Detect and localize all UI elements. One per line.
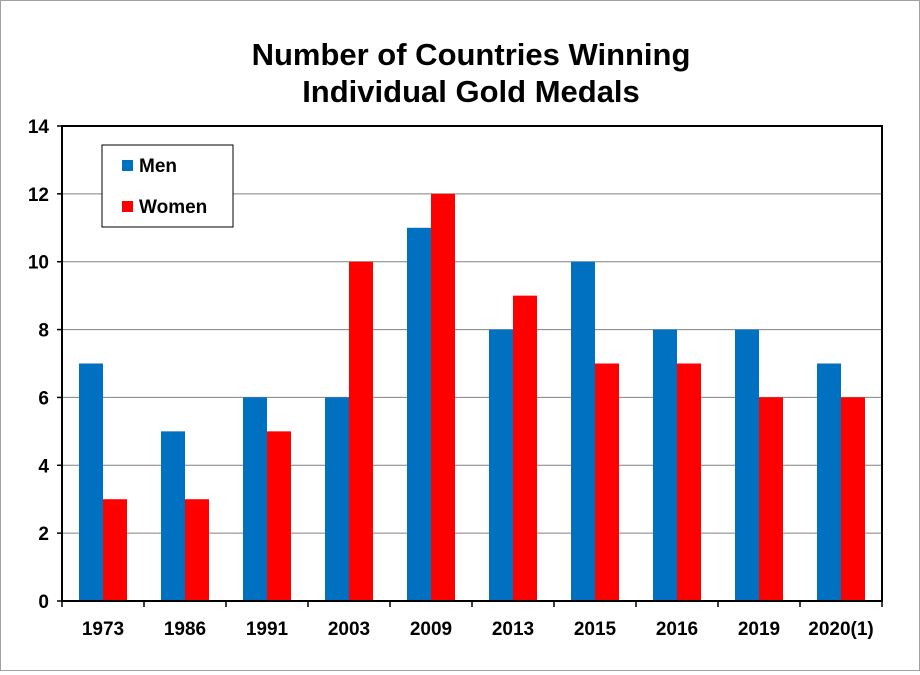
y-tick-label: 6 — [38, 388, 49, 409]
bar-women-2015 — [595, 363, 619, 601]
y-tick-label: 0 — [38, 592, 49, 613]
x-tick-label: 2003 — [328, 619, 370, 640]
x-tick-label: 2020(1) — [808, 619, 874, 640]
x-tick-label: 2015 — [574, 619, 617, 640]
bar-women-1986 — [185, 499, 209, 601]
y-tick-label: 4 — [38, 456, 49, 477]
y-tick-label: 8 — [38, 321, 49, 342]
x-tick-label: 2009 — [410, 619, 452, 640]
legend-swatch-men — [122, 160, 133, 171]
bar-women-1973 — [103, 499, 127, 601]
bar-women-1991 — [267, 431, 291, 601]
bar-men-1986 — [161, 431, 185, 601]
x-tick-label: 2016 — [656, 619, 698, 640]
bar-men-2016 — [653, 329, 677, 601]
legend: Men Women — [101, 144, 234, 228]
bar-men-2009 — [407, 227, 431, 602]
bar-women-2003 — [349, 261, 373, 601]
legend-box — [101, 144, 234, 228]
bar-men-2019 — [735, 329, 759, 601]
y-tick-label: 14 — [28, 117, 50, 138]
bar-men-2020(1) — [817, 363, 841, 601]
legend-swatch-women — [122, 201, 133, 212]
legend-label-women: Women — [139, 197, 207, 218]
bar-men-2003 — [325, 397, 349, 601]
legend-label-men: Men — [139, 156, 177, 177]
x-tick-label: 1991 — [246, 619, 289, 640]
bar-women-2020(1) — [841, 397, 865, 601]
x-tick-label: 1973 — [82, 619, 124, 640]
chart-title-line-1: Number of Countries Winning — [252, 37, 691, 72]
bar-men-2015 — [571, 261, 595, 601]
bar-women-2019 — [759, 397, 783, 601]
bar-men-2013 — [489, 329, 513, 601]
bar-men-1991 — [243, 397, 267, 601]
bar-men-1973 — [79, 363, 103, 601]
x-tick-label: 1986 — [164, 619, 206, 640]
y-tick-label: 12 — [28, 185, 49, 206]
y-tick-label: 2 — [38, 524, 49, 545]
x-tick-label: 2013 — [492, 619, 534, 640]
y-tick-label: 10 — [28, 253, 49, 274]
bar-women-2016 — [677, 363, 701, 601]
bar-women-2009 — [431, 193, 455, 601]
bar-women-2013 — [513, 295, 537, 601]
chart-title-line-2: Individual Gold Medals — [302, 74, 640, 109]
x-tick-label: 2019 — [738, 619, 780, 640]
